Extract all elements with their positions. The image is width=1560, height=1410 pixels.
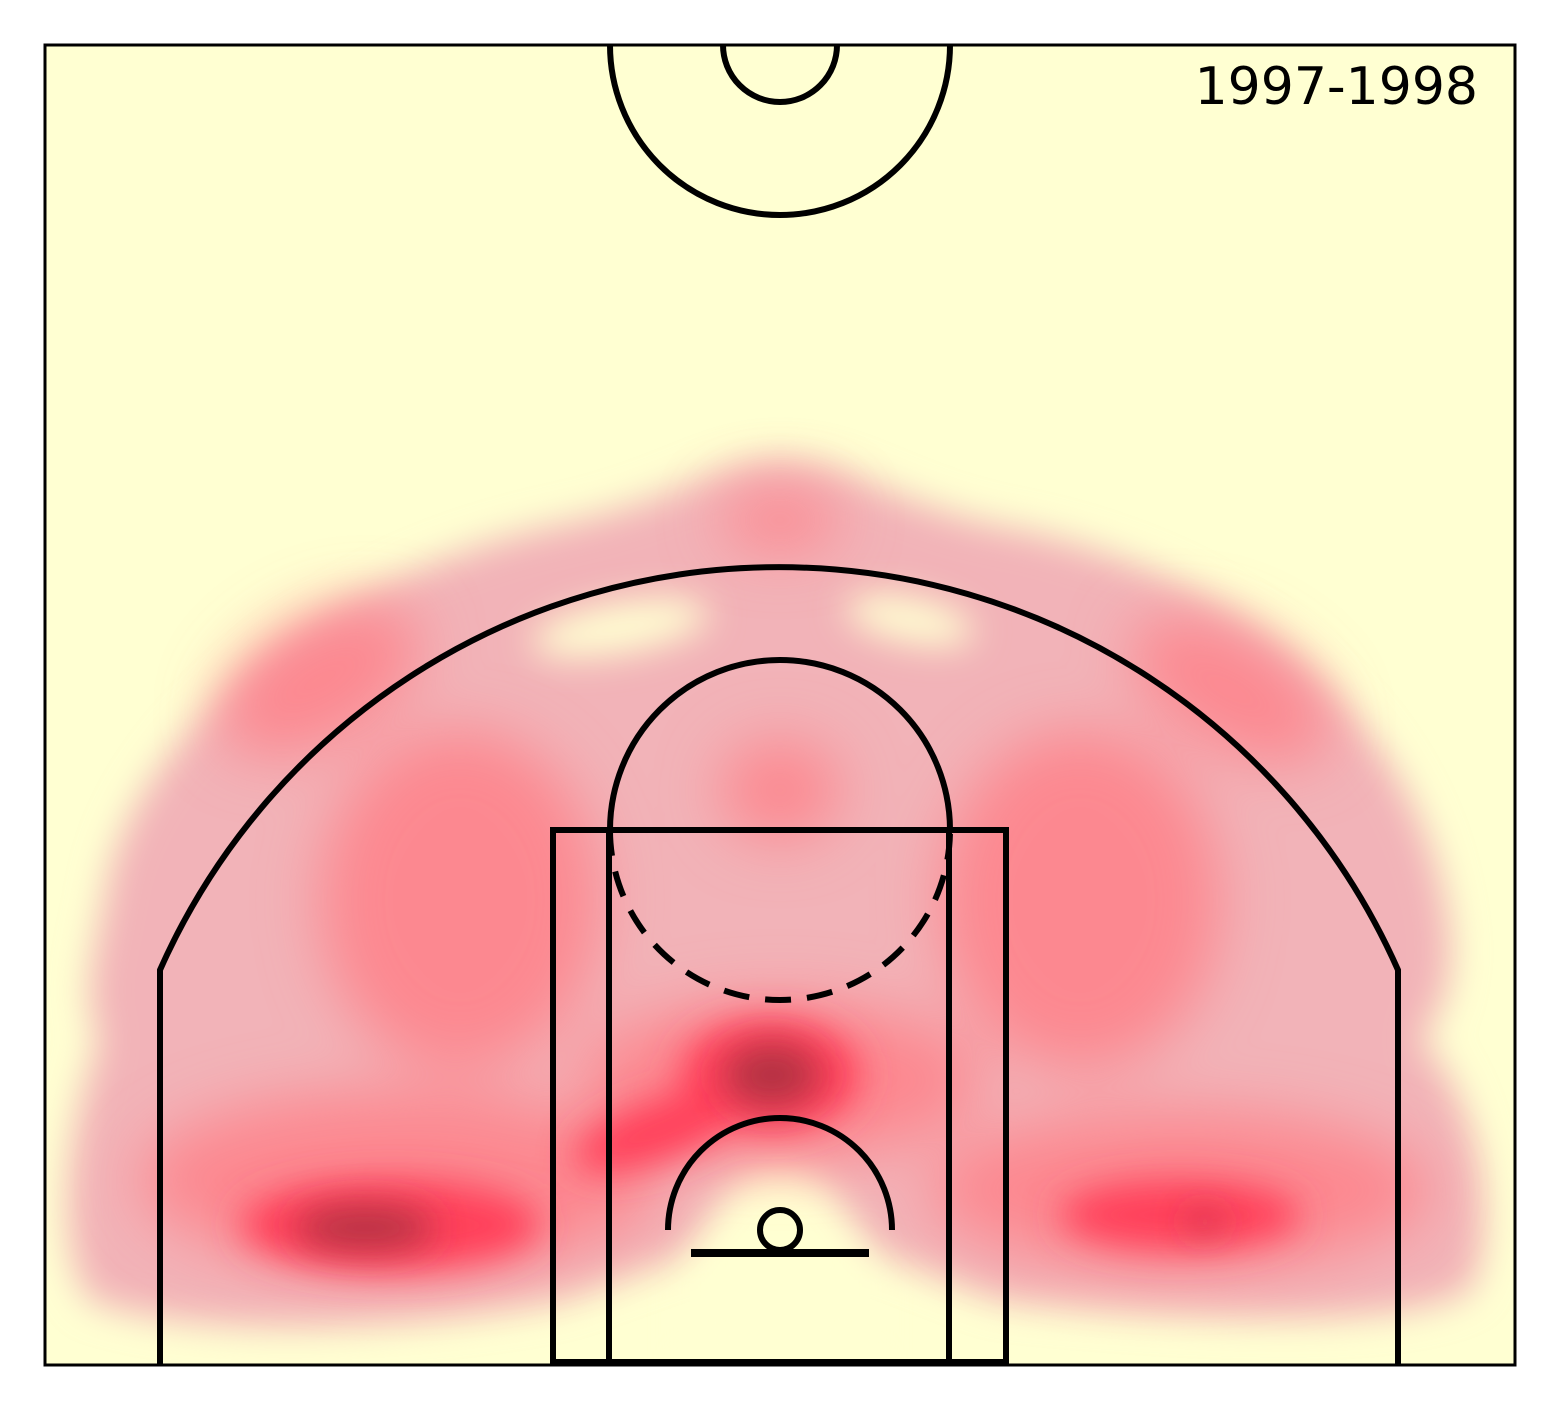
paint-outer <box>550 827 1009 1365</box>
center-circle-inner <box>720 44 840 105</box>
density-peak <box>295 1043 1223 1250</box>
density <box>67 460 1484 1362</box>
hoop <box>757 1207 803 1253</box>
paint-inner <box>606 830 952 1362</box>
center-circle <box>607 44 953 218</box>
court-lines <box>157 44 1401 1365</box>
frame <box>43 43 1517 1367</box>
season-label: 1997-1998 <box>1195 57 1478 117</box>
three-point-line <box>157 564 1401 1365</box>
free-throw-arc-dashed <box>607 829 953 1003</box>
restricted-area <box>665 1115 895 1231</box>
free-throw-arc <box>607 657 953 831</box>
density-gaps <box>531 594 974 1362</box>
